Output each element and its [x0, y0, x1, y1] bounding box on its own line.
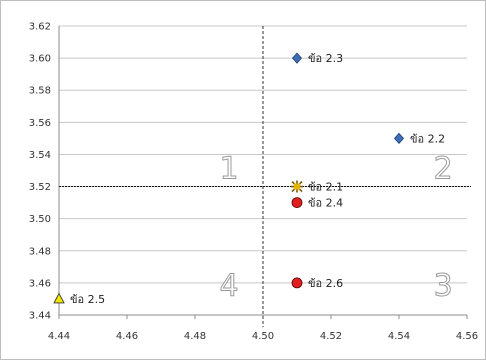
- data-point-4: [291, 277, 303, 289]
- data-point-3: [291, 197, 303, 209]
- x-tick-label-1: 4.46: [116, 331, 138, 342]
- data-label-3: ข้อ 2.4: [308, 197, 343, 210]
- y-tick-label-3: 3.56: [29, 118, 51, 129]
- x-tick-label-2: 4.48: [184, 331, 206, 342]
- x-tick-label-3: 4.50: [252, 331, 274, 342]
- y-tick-label-4: 3.54: [29, 150, 51, 161]
- x-tick-label-5: 4.54: [388, 331, 410, 342]
- y-tick-label-6: 3.50: [29, 214, 51, 225]
- y-tick-label-8: 3.46: [29, 278, 51, 289]
- y-tick-label-5: 3.52: [29, 182, 51, 193]
- data-point-2: [294, 183, 300, 190]
- x-tick-label-4: 4.52: [320, 331, 342, 342]
- data-label-1: ข้อ 2.2: [410, 132, 445, 145]
- quadrant-label-3: 3: [434, 269, 453, 304]
- quadrant-label-2: 2: [434, 152, 453, 187]
- y-tick-label-9: 3.44: [29, 311, 51, 322]
- quadrant-label-4: 4: [219, 269, 238, 304]
- data-point-0: [291, 52, 303, 64]
- x-tick-label-6: 4.56: [456, 331, 478, 342]
- x-tick-label-0: 4.44: [48, 331, 70, 342]
- data-point-1: [393, 132, 405, 144]
- y-tick-label-2: 3.58: [29, 86, 51, 97]
- data-label-5: ข้อ 2.5: [70, 293, 105, 306]
- y-tick-label-1: 3.60: [29, 54, 51, 65]
- y-tick-label-0: 3.62: [29, 22, 51, 33]
- y-tick-label-7: 3.48: [29, 246, 51, 257]
- data-label-0: ข้อ 2.3: [308, 52, 343, 65]
- quadrant-label-1: 1: [219, 152, 238, 187]
- data-point-5: [53, 292, 65, 304]
- data-label-2: ข้อ 2.1: [308, 181, 343, 194]
- data-label-4: ข้อ 2.6: [308, 277, 343, 290]
